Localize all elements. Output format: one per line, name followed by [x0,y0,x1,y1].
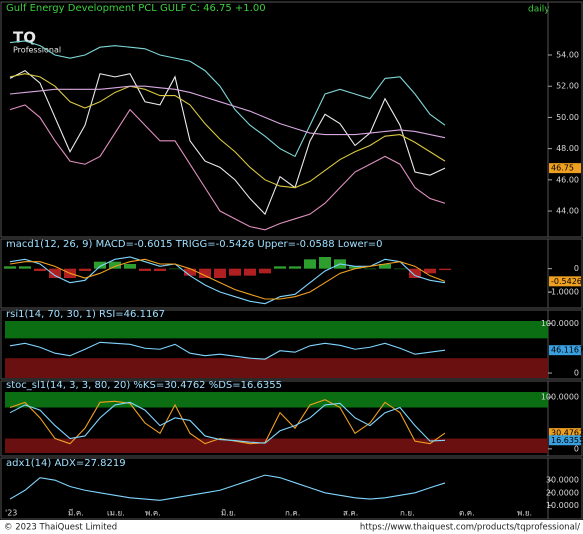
series-line [9,401,446,444]
x-tick-label: เม.ย. [107,509,125,518]
value-tag-label: 30.4762 [551,429,583,438]
x-tick-label: '23 [5,509,17,518]
y-tick-label: 0 [574,264,579,273]
upper-band [5,392,548,408]
series-line [9,256,446,305]
histogram-bar [169,268,181,270]
y-tick-label: 100.0000 [541,393,579,402]
y-tick-label: 48.00 [556,144,579,153]
value-tag [549,435,581,446]
panel-title: stoc_sl1(14, 3, 3, 80, 20) %KS=30.4762 %… [6,380,282,391]
panel-frame [0,238,583,309]
series-line [9,40,446,158]
y-tick-label: 44.00 [556,207,579,216]
histogram-bar [184,268,196,276]
histogram-bar [364,268,376,270]
background [0,0,583,520]
y-tick-label: 54.00 [556,51,579,60]
value-tag-label: 16.6355 [551,436,583,445]
timeframe: daily [528,5,550,15]
histogram-bar [259,268,271,274]
histogram-bar [394,268,406,270]
series-line [9,474,446,501]
y-tick-label: 0 [574,444,579,453]
histogram-bar [439,268,451,271]
y-tick-label: 0 [574,369,579,378]
copyright: © 2023 ThaiQuest Limited [4,523,117,533]
series-line [9,341,446,360]
histogram-bar [94,261,106,269]
histogram-bar [379,264,391,269]
y-tick-label: 20.0000 [546,488,579,497]
y-tick-label: 100.0000 [541,319,579,328]
y-tick-label: 46.00 [556,175,579,184]
histogram-bar [289,266,301,269]
panel-frame [0,1,583,238]
histogram-bar [304,259,316,269]
histogram-bar [214,268,226,278]
histogram-bar [349,266,361,269]
series-line [9,104,446,231]
histogram-bar [124,264,136,269]
panel-title: adx1(14) ADX=27.8219 [6,458,126,469]
histogram-bar [319,257,331,269]
y-tick-label: 52.00 [556,82,579,91]
x-tick-label: ก.ย. [400,509,415,518]
lower-band [5,438,548,453]
histogram-bar [229,268,241,276]
histogram-bar [19,266,31,269]
series-line [9,258,446,300]
x-tick-label: พ.ย. [517,509,532,518]
histogram-bar [409,268,421,278]
value-tag [549,345,581,356]
upper-band [5,321,548,339]
histogram-bar [274,266,286,269]
histogram-bar [49,268,61,278]
histogram-bar [244,268,256,276]
x-tick-label: พ.ค. [145,509,161,518]
panel-title: macd1(12, 26, 9) MACD=-0.6015 TRIGG=-0.5… [6,239,383,250]
panel-title: rsi1(14, 70, 30, 1) RSI=46.1167 [6,309,165,320]
y-tick-label: 10.0000 [546,501,579,510]
footer-bar [0,520,583,534]
value-tag [549,163,581,174]
x-tick-label: มิ.ย. [221,509,236,518]
url: https://www.thaiquest.com/products/tqpro… [360,523,580,533]
panel-frame [0,457,583,520]
series-line [9,73,446,189]
histogram-bar [424,268,436,274]
value-tag [549,276,581,287]
value-tag-label: 46.75 [551,164,574,173]
y-tick-label: -1.0000 [548,288,579,297]
panel-frame [0,309,583,380]
value-tag-label: -0.5426 [551,277,582,286]
value-tag [549,428,581,439]
histogram-bar [199,268,211,278]
logo-sub: Professional [13,46,61,55]
y-tick-label: 30.0000 [546,476,579,485]
series-line [9,85,446,139]
lower-band [5,358,548,378]
histogram-bar [109,261,121,269]
histogram-bar [79,268,91,271]
x-tick-label: ต.ค. [459,509,475,518]
panel-title: Gulf Energy Development PCL GULF C: 46.7… [6,3,266,14]
panel-frame [0,380,583,457]
value-tag-label: 46.1167 [551,346,583,355]
histogram-bar [34,268,46,271]
histogram-bar [4,266,16,269]
series-line [9,69,446,216]
y-tick-label: 50.00 [556,113,579,122]
x-tick-label: ส.ค. [343,509,358,518]
x-tick-label: มี.ค. [68,509,84,518]
histogram-bar [139,268,151,271]
x-tick-label: ก.ค. [285,509,300,518]
histogram-bar [154,268,166,271]
